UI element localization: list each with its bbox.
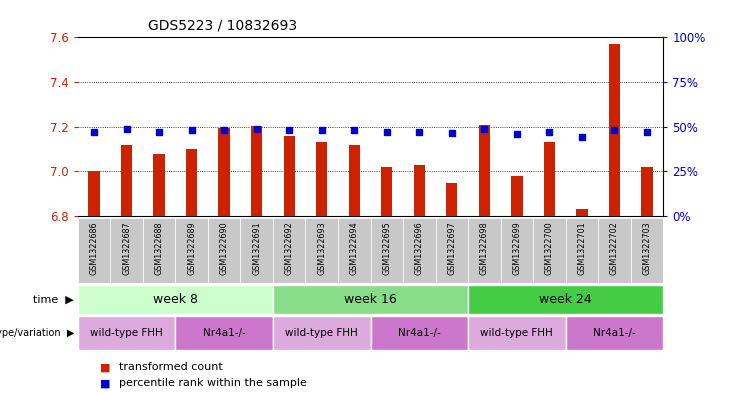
Text: GSM1322700: GSM1322700 bbox=[545, 221, 554, 275]
Text: GSM1322701: GSM1322701 bbox=[577, 221, 586, 275]
Bar bbox=[501, 218, 533, 283]
Text: time  ▶: time ▶ bbox=[33, 295, 74, 305]
Bar bbox=[208, 218, 240, 283]
Bar bbox=[186, 149, 197, 216]
Text: wild-type FHH: wild-type FHH bbox=[90, 328, 163, 338]
Text: GDS5223 / 10832693: GDS5223 / 10832693 bbox=[148, 18, 297, 32]
Text: Nr4a1-/-: Nr4a1-/- bbox=[398, 328, 441, 338]
Bar bbox=[468, 316, 565, 350]
Bar bbox=[381, 167, 393, 216]
Bar bbox=[273, 285, 468, 314]
Bar bbox=[576, 209, 588, 216]
Text: transformed count: transformed count bbox=[119, 362, 222, 373]
Bar bbox=[631, 218, 663, 283]
Text: GSM1322703: GSM1322703 bbox=[642, 221, 651, 275]
Bar bbox=[219, 128, 230, 216]
Bar bbox=[305, 218, 338, 283]
Bar bbox=[153, 154, 165, 216]
Bar bbox=[446, 183, 457, 216]
Bar bbox=[641, 167, 653, 216]
Text: percentile rank within the sample: percentile rank within the sample bbox=[119, 378, 307, 388]
Text: week 24: week 24 bbox=[539, 293, 592, 306]
Bar bbox=[436, 218, 468, 283]
Text: GSM1322702: GSM1322702 bbox=[610, 221, 619, 275]
Bar bbox=[251, 126, 262, 216]
Bar bbox=[544, 142, 555, 216]
Text: GSM1322690: GSM1322690 bbox=[219, 221, 229, 275]
Text: GSM1322698: GSM1322698 bbox=[480, 221, 489, 275]
Text: Nr4a1-/-: Nr4a1-/- bbox=[593, 328, 636, 338]
Text: GSM1322691: GSM1322691 bbox=[252, 221, 261, 275]
Text: ■: ■ bbox=[100, 362, 110, 373]
Bar bbox=[565, 316, 663, 350]
Text: GSM1322693: GSM1322693 bbox=[317, 221, 326, 275]
Text: wild-type FHH: wild-type FHH bbox=[480, 328, 554, 338]
Bar bbox=[468, 285, 663, 314]
Bar bbox=[533, 218, 565, 283]
Text: GSM1322697: GSM1322697 bbox=[448, 221, 456, 275]
Bar bbox=[370, 218, 403, 283]
Bar bbox=[338, 218, 370, 283]
Bar bbox=[176, 218, 208, 283]
Bar bbox=[240, 218, 273, 283]
Bar bbox=[88, 171, 100, 216]
Bar bbox=[284, 136, 295, 216]
Text: GSM1322696: GSM1322696 bbox=[415, 221, 424, 275]
Text: GSM1322692: GSM1322692 bbox=[285, 221, 293, 275]
Text: GSM1322695: GSM1322695 bbox=[382, 221, 391, 275]
Text: wild-type FHH: wild-type FHH bbox=[285, 328, 358, 338]
Text: GSM1322689: GSM1322689 bbox=[187, 221, 196, 275]
Bar bbox=[403, 218, 436, 283]
Text: GSM1322686: GSM1322686 bbox=[90, 221, 99, 275]
Text: week 8: week 8 bbox=[153, 293, 198, 306]
Bar bbox=[273, 218, 305, 283]
Bar bbox=[370, 316, 468, 350]
Text: ■: ■ bbox=[100, 378, 110, 388]
Bar bbox=[143, 218, 176, 283]
Text: week 16: week 16 bbox=[344, 293, 397, 306]
Bar bbox=[78, 285, 273, 314]
Text: GSM1322699: GSM1322699 bbox=[512, 221, 522, 275]
Text: GSM1322687: GSM1322687 bbox=[122, 221, 131, 275]
Bar bbox=[608, 44, 620, 216]
Bar bbox=[316, 142, 328, 216]
Bar bbox=[176, 316, 273, 350]
Text: GSM1322694: GSM1322694 bbox=[350, 221, 359, 275]
Bar bbox=[121, 145, 133, 216]
Bar bbox=[479, 125, 490, 216]
Bar bbox=[273, 316, 370, 350]
Bar bbox=[110, 218, 143, 283]
Bar bbox=[511, 176, 522, 216]
Text: GSM1322688: GSM1322688 bbox=[155, 221, 164, 275]
Bar bbox=[78, 218, 110, 283]
Bar bbox=[565, 218, 598, 283]
Bar bbox=[468, 218, 501, 283]
Bar bbox=[348, 145, 360, 216]
Bar bbox=[413, 165, 425, 216]
Text: genotype/variation  ▶: genotype/variation ▶ bbox=[0, 328, 74, 338]
Text: Nr4a1-/-: Nr4a1-/- bbox=[203, 328, 245, 338]
Bar bbox=[78, 316, 176, 350]
Bar bbox=[598, 218, 631, 283]
